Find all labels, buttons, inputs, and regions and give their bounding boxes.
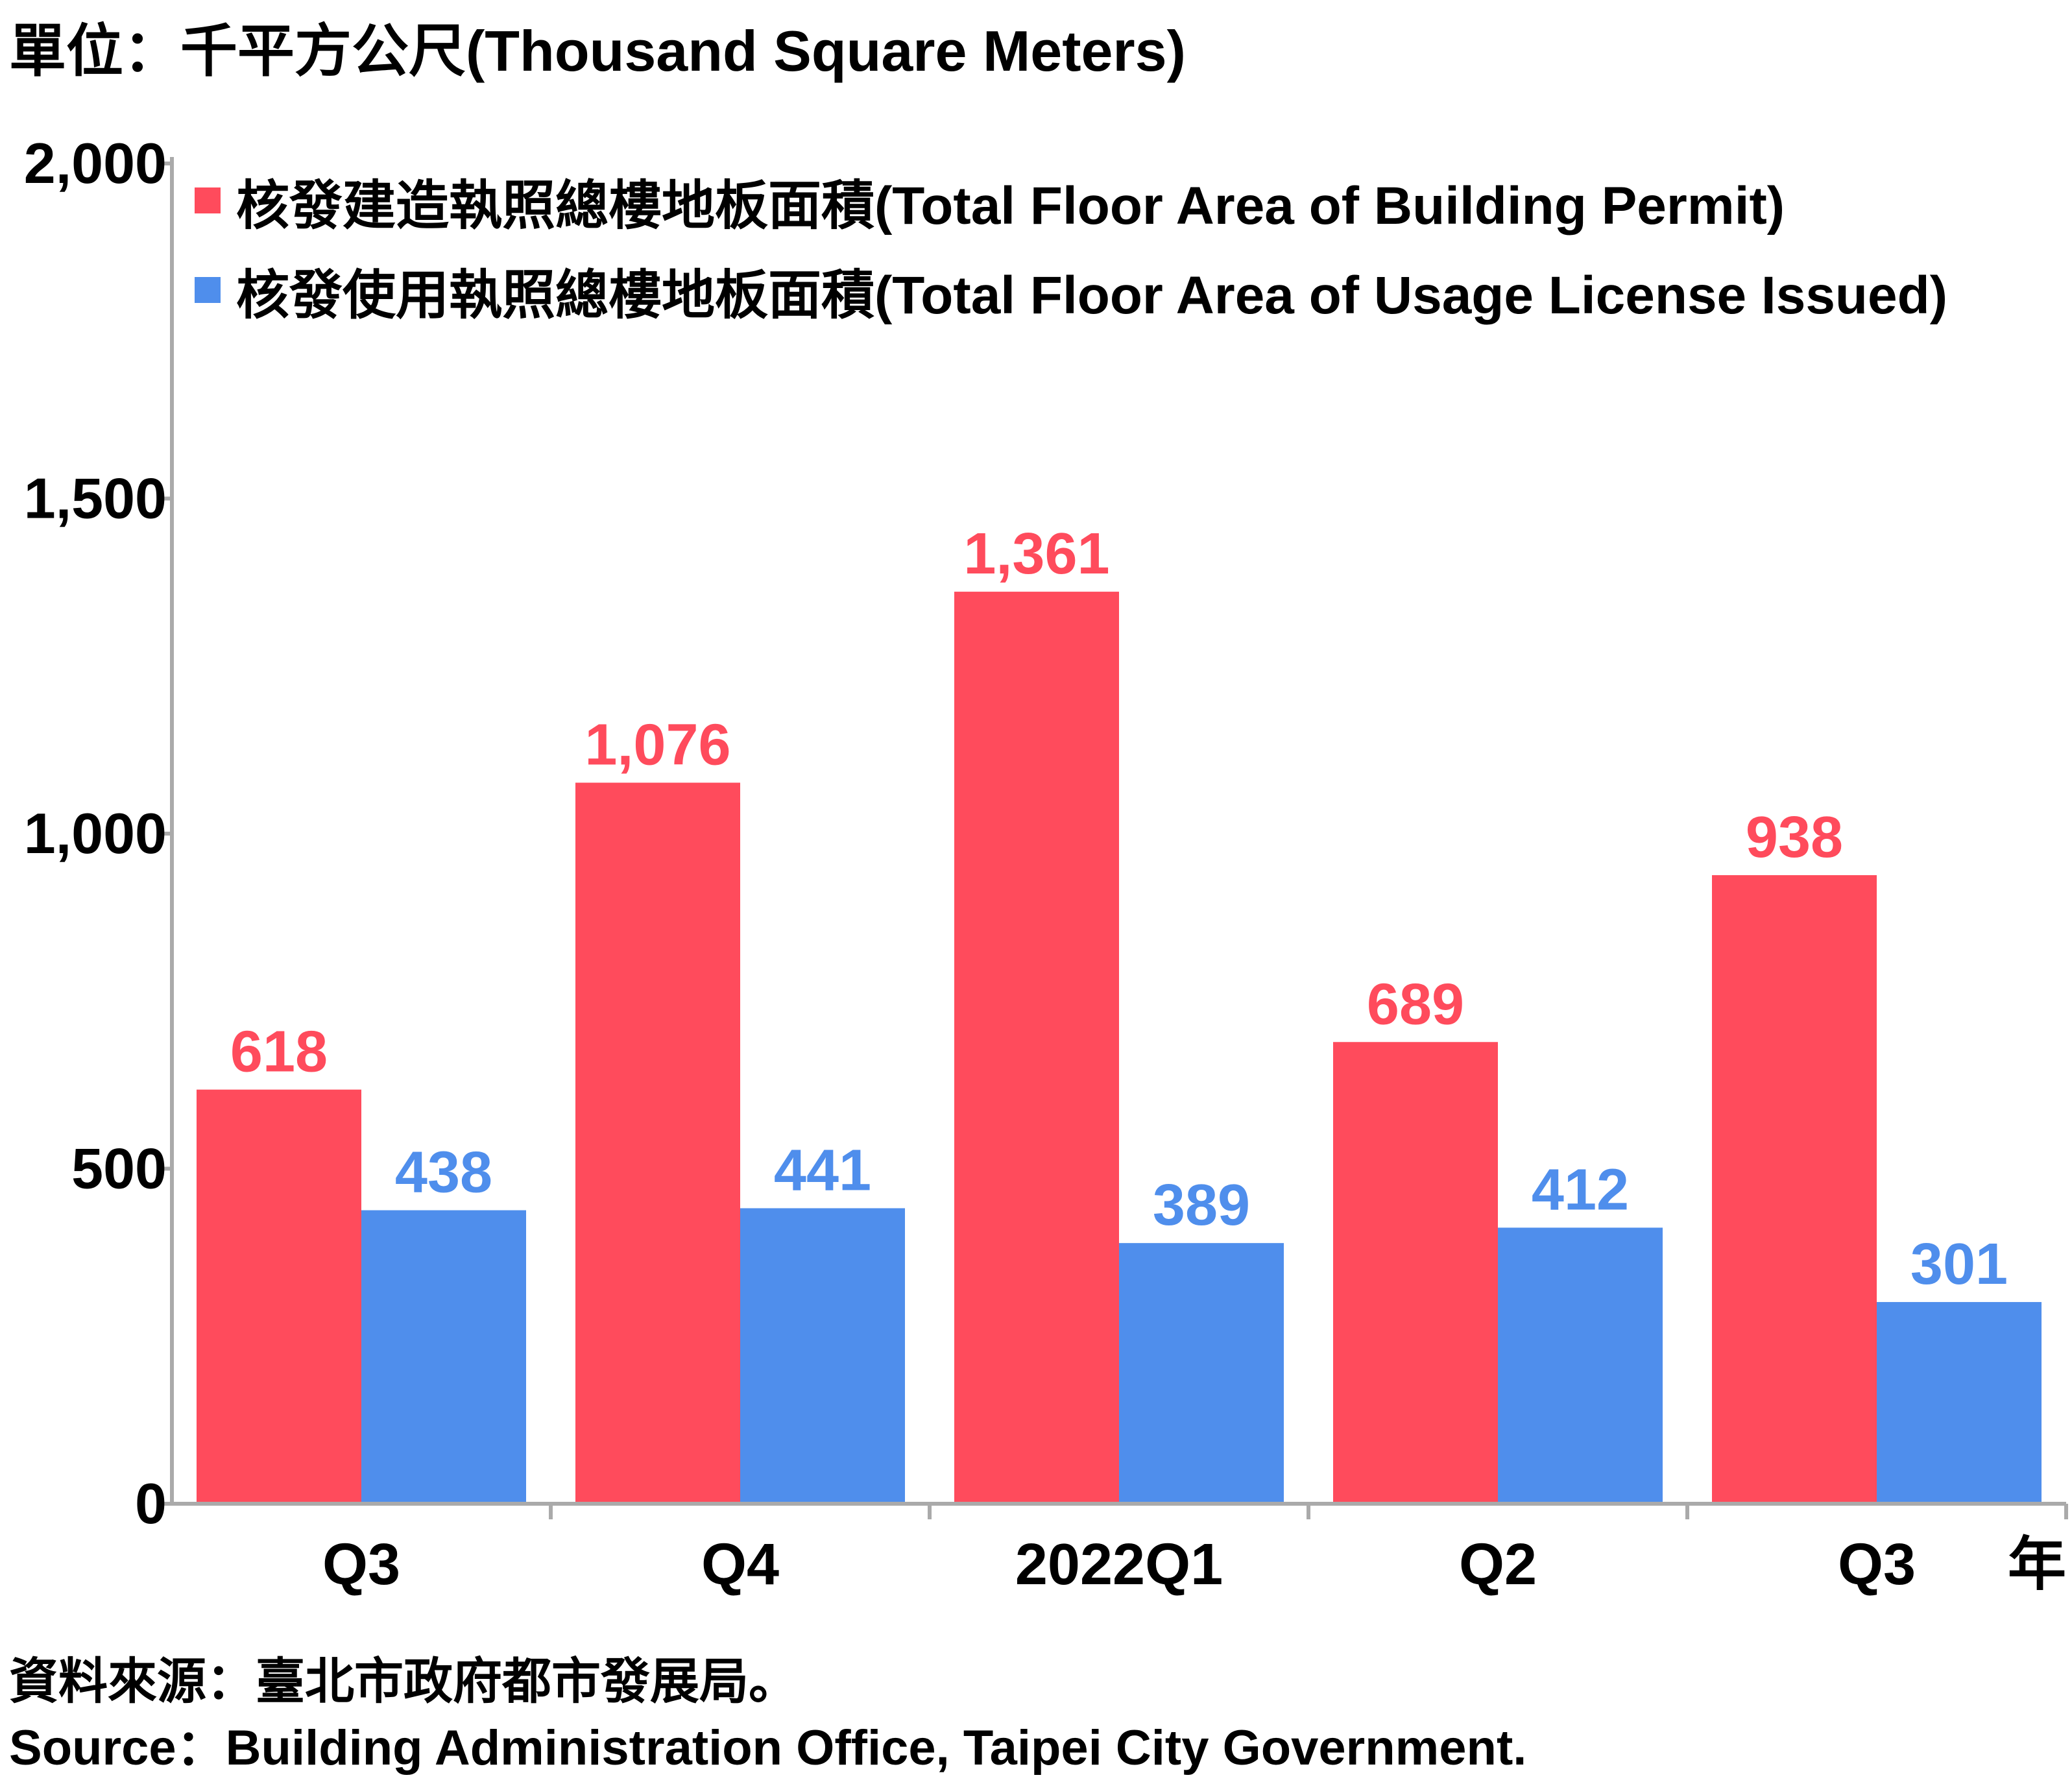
data-label-license: 412 xyxy=(1532,1157,1629,1222)
bar-permit xyxy=(575,782,740,1504)
source-chinese: 資料來源：臺北市政府都市發展局。 xyxy=(9,1654,798,1709)
y-tick-label: 1,500 xyxy=(24,466,167,531)
data-label-license: 389 xyxy=(1153,1173,1250,1238)
bar-permit xyxy=(1712,875,1877,1504)
bar-license xyxy=(1119,1243,1284,1504)
legend-label-license: 核發使用執照總樓地板面積(Total Floor Area of Usage L… xyxy=(236,265,1948,325)
y-tick-label: 500 xyxy=(71,1137,167,1201)
x-tick-label: Q4 xyxy=(701,1532,779,1597)
bar-license xyxy=(1498,1227,1663,1504)
bar-license xyxy=(1877,1302,2042,1504)
data-label-license: 438 xyxy=(395,1140,492,1205)
y-tick-label: 2,000 xyxy=(24,131,167,195)
data-label-permit: 938 xyxy=(1746,805,1843,870)
source-english: Source：Building Administration Office, T… xyxy=(9,1720,1527,1776)
data-label-license: 441 xyxy=(774,1138,871,1203)
data-label-permit: 1,076 xyxy=(584,712,730,777)
data-label-license: 301 xyxy=(1910,1232,2008,1297)
unit-label: 單位：千平方公尺(Thousand Square Meters) xyxy=(9,19,1186,83)
data-label-permit: 1,361 xyxy=(963,522,1109,586)
legend-swatch-permit xyxy=(195,187,221,213)
x-tick-label: Q2 xyxy=(1459,1532,1537,1597)
data-label-permit: 689 xyxy=(1367,972,1464,1037)
data-label-permit: 618 xyxy=(230,1020,328,1085)
y-tick-label: 0 xyxy=(135,1471,167,1536)
x-tick-label: Q3 xyxy=(322,1532,400,1597)
bar-license xyxy=(740,1208,905,1504)
bar-permit xyxy=(197,1089,361,1504)
legend-swatch-license xyxy=(195,277,221,303)
x-axis-suffix: 年 xyxy=(2008,1532,2066,1597)
bar-license xyxy=(361,1210,526,1504)
legend-item-license: 核發使用執照總樓地板面積(Total Floor Area of Usage L… xyxy=(195,245,1947,335)
y-tick-label: 1,000 xyxy=(24,801,167,865)
legend-label-permit: 核發建造執照總樓地板面積(Total Floor Area of Buildin… xyxy=(236,176,1785,235)
x-tick-label: Q3 xyxy=(1838,1532,1916,1597)
bar-permit xyxy=(954,592,1119,1504)
bar-permit xyxy=(1333,1042,1498,1504)
x-tick-label: 2022Q1 xyxy=(1015,1532,1223,1597)
legend-item-permit: 核發建造執照總樓地板面積(Total Floor Area of Buildin… xyxy=(195,156,1947,245)
legend: 核發建造執照總樓地板面積(Total Floor Area of Buildin… xyxy=(195,156,1947,335)
